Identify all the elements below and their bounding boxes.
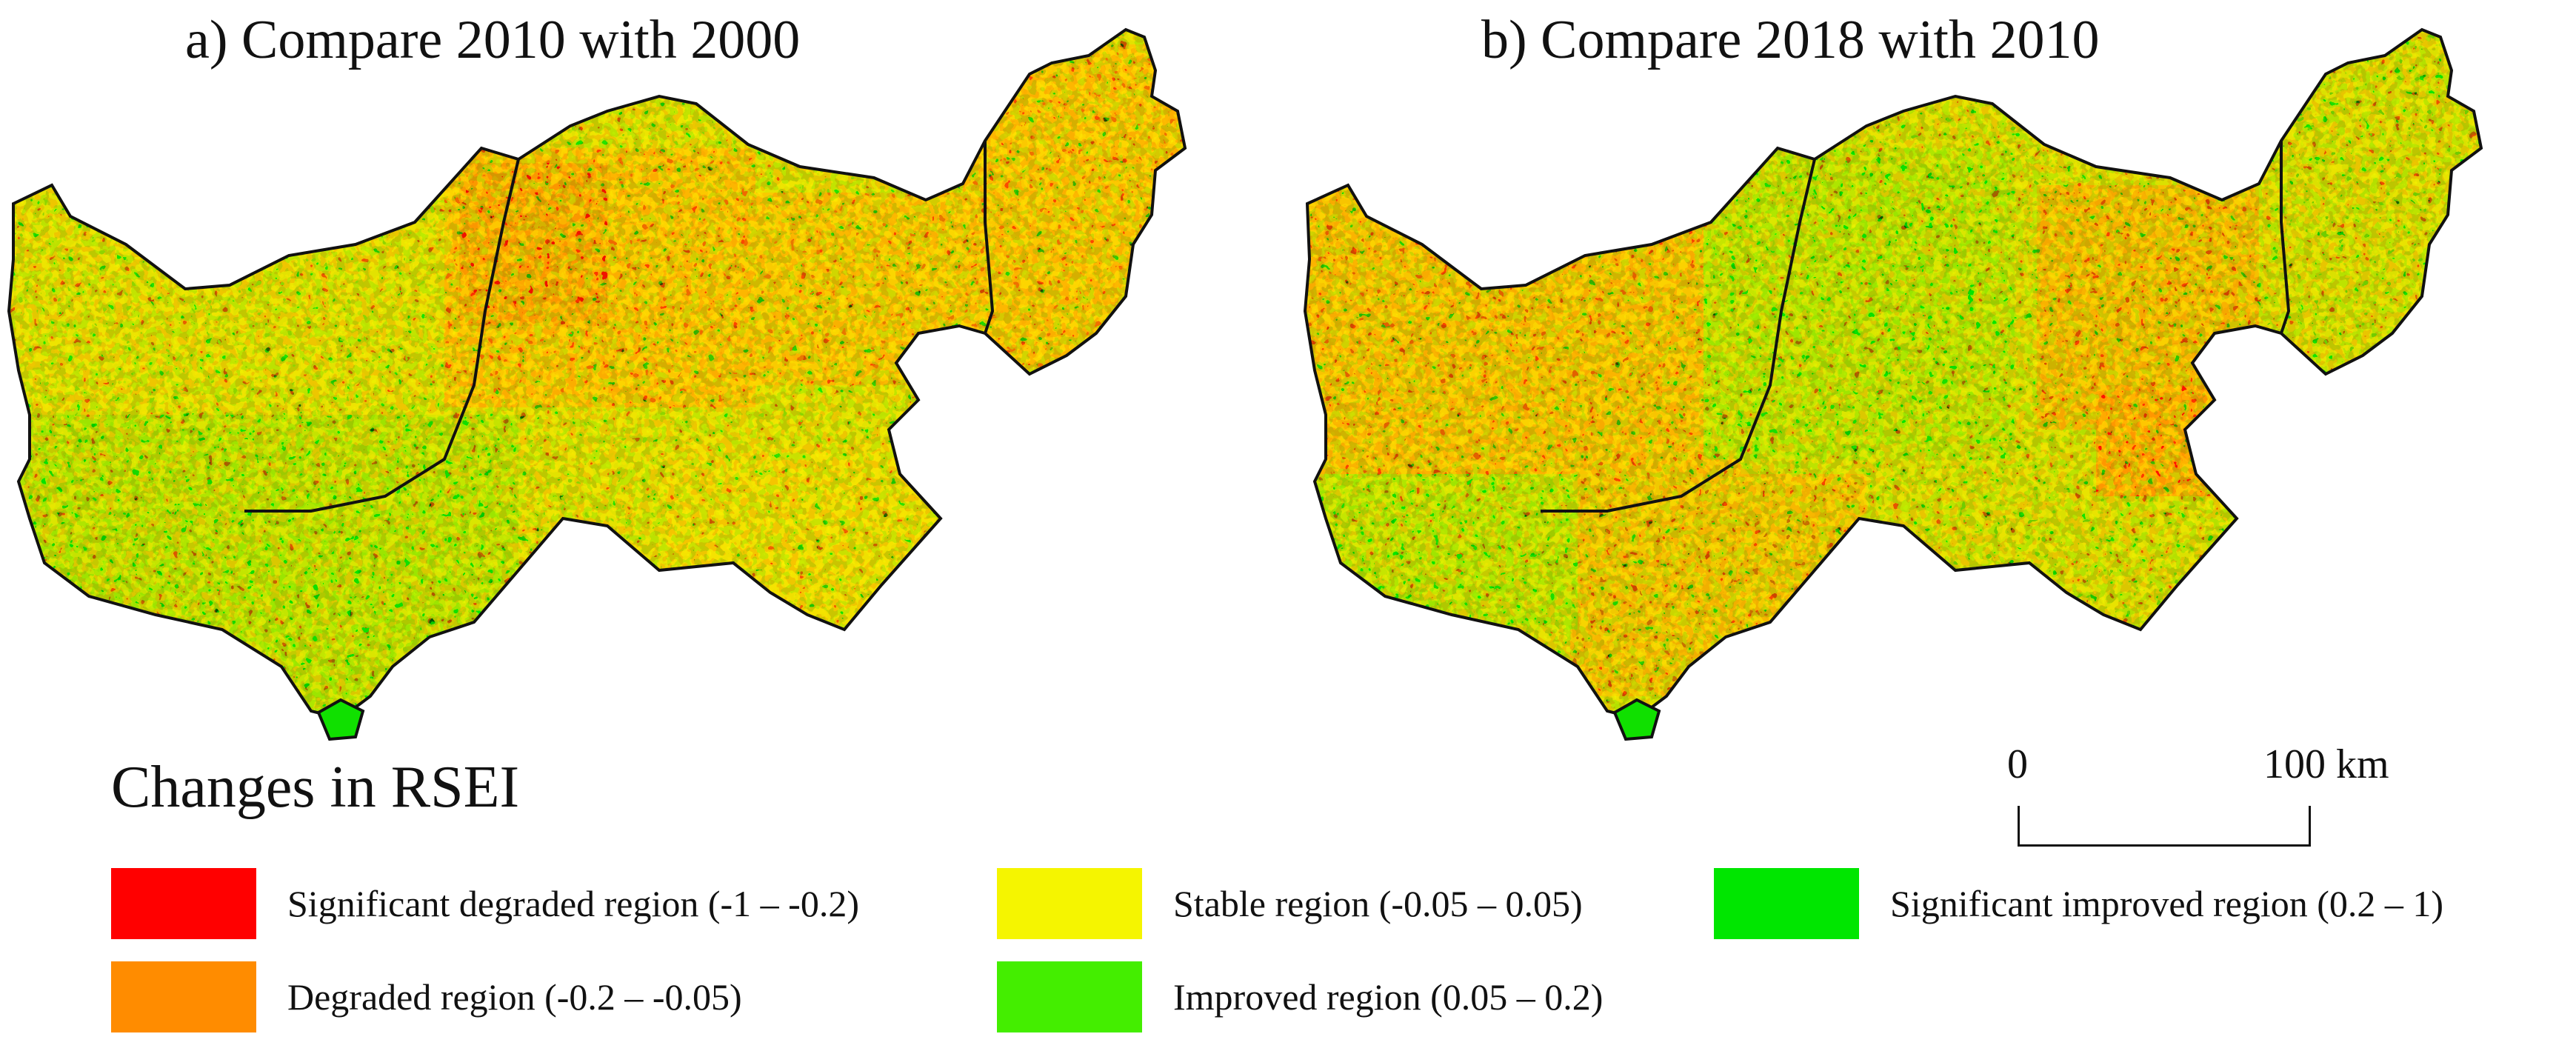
map-a-island <box>316 698 365 741</box>
legend-item-degraded: Degraded region (-0.2 – -0.05) <box>111 961 742 1032</box>
panel-b-title: b) Compare 2018 with 2010 <box>1481 10 2100 70</box>
legend-label-significant-degraded: Significant degraded region (-1 – -0.2) <box>287 883 859 924</box>
legend-item-significant-improved: Significant improved region (0.2 – 1) <box>1714 868 2443 939</box>
legend-label-significant-improved: Significant improved region (0.2 – 1) <box>1890 883 2444 924</box>
legend-label-degraded: Degraded region (-0.2 – -0.05) <box>287 976 742 1018</box>
map-b-boundaries <box>1541 141 2291 513</box>
map-a-boundaries <box>244 141 995 513</box>
rsei-change-maps <box>7 27 2483 741</box>
legend-item-significant-degraded: Significant degraded region (-1 – -0.2) <box>111 868 859 939</box>
legend-item-improved: Improved region (0.05 – 0.2) <box>997 961 1603 1032</box>
panel-a-title: a) Compare 2010 with 2000 <box>185 10 801 70</box>
legend-item-stable: Stable region (-0.05 – 0.05) <box>997 868 1583 939</box>
legend-label-stable: Stable region (-0.05 – 0.05) <box>1173 883 1583 924</box>
scale-start-label: 0 <box>2007 741 2028 787</box>
scale-bar <box>2018 806 2311 847</box>
legend-swatch-degraded <box>111 961 256 1032</box>
map-a-outline <box>7 27 1187 721</box>
scale-end-label: 100 km <box>2263 741 2389 787</box>
legend-swatch-stable <box>997 868 1142 939</box>
legend-swatch-improved <box>997 961 1142 1032</box>
legend-label-improved: Improved region (0.05 – 0.2) <box>1173 976 1604 1018</box>
map-b-island <box>1612 698 1661 741</box>
map-b-outline <box>1303 27 2483 721</box>
legend-swatch-significant-improved <box>1714 868 1859 939</box>
legend-title: Changes in RSEI <box>111 755 520 820</box>
legend-swatch-significant-degraded <box>111 868 256 939</box>
